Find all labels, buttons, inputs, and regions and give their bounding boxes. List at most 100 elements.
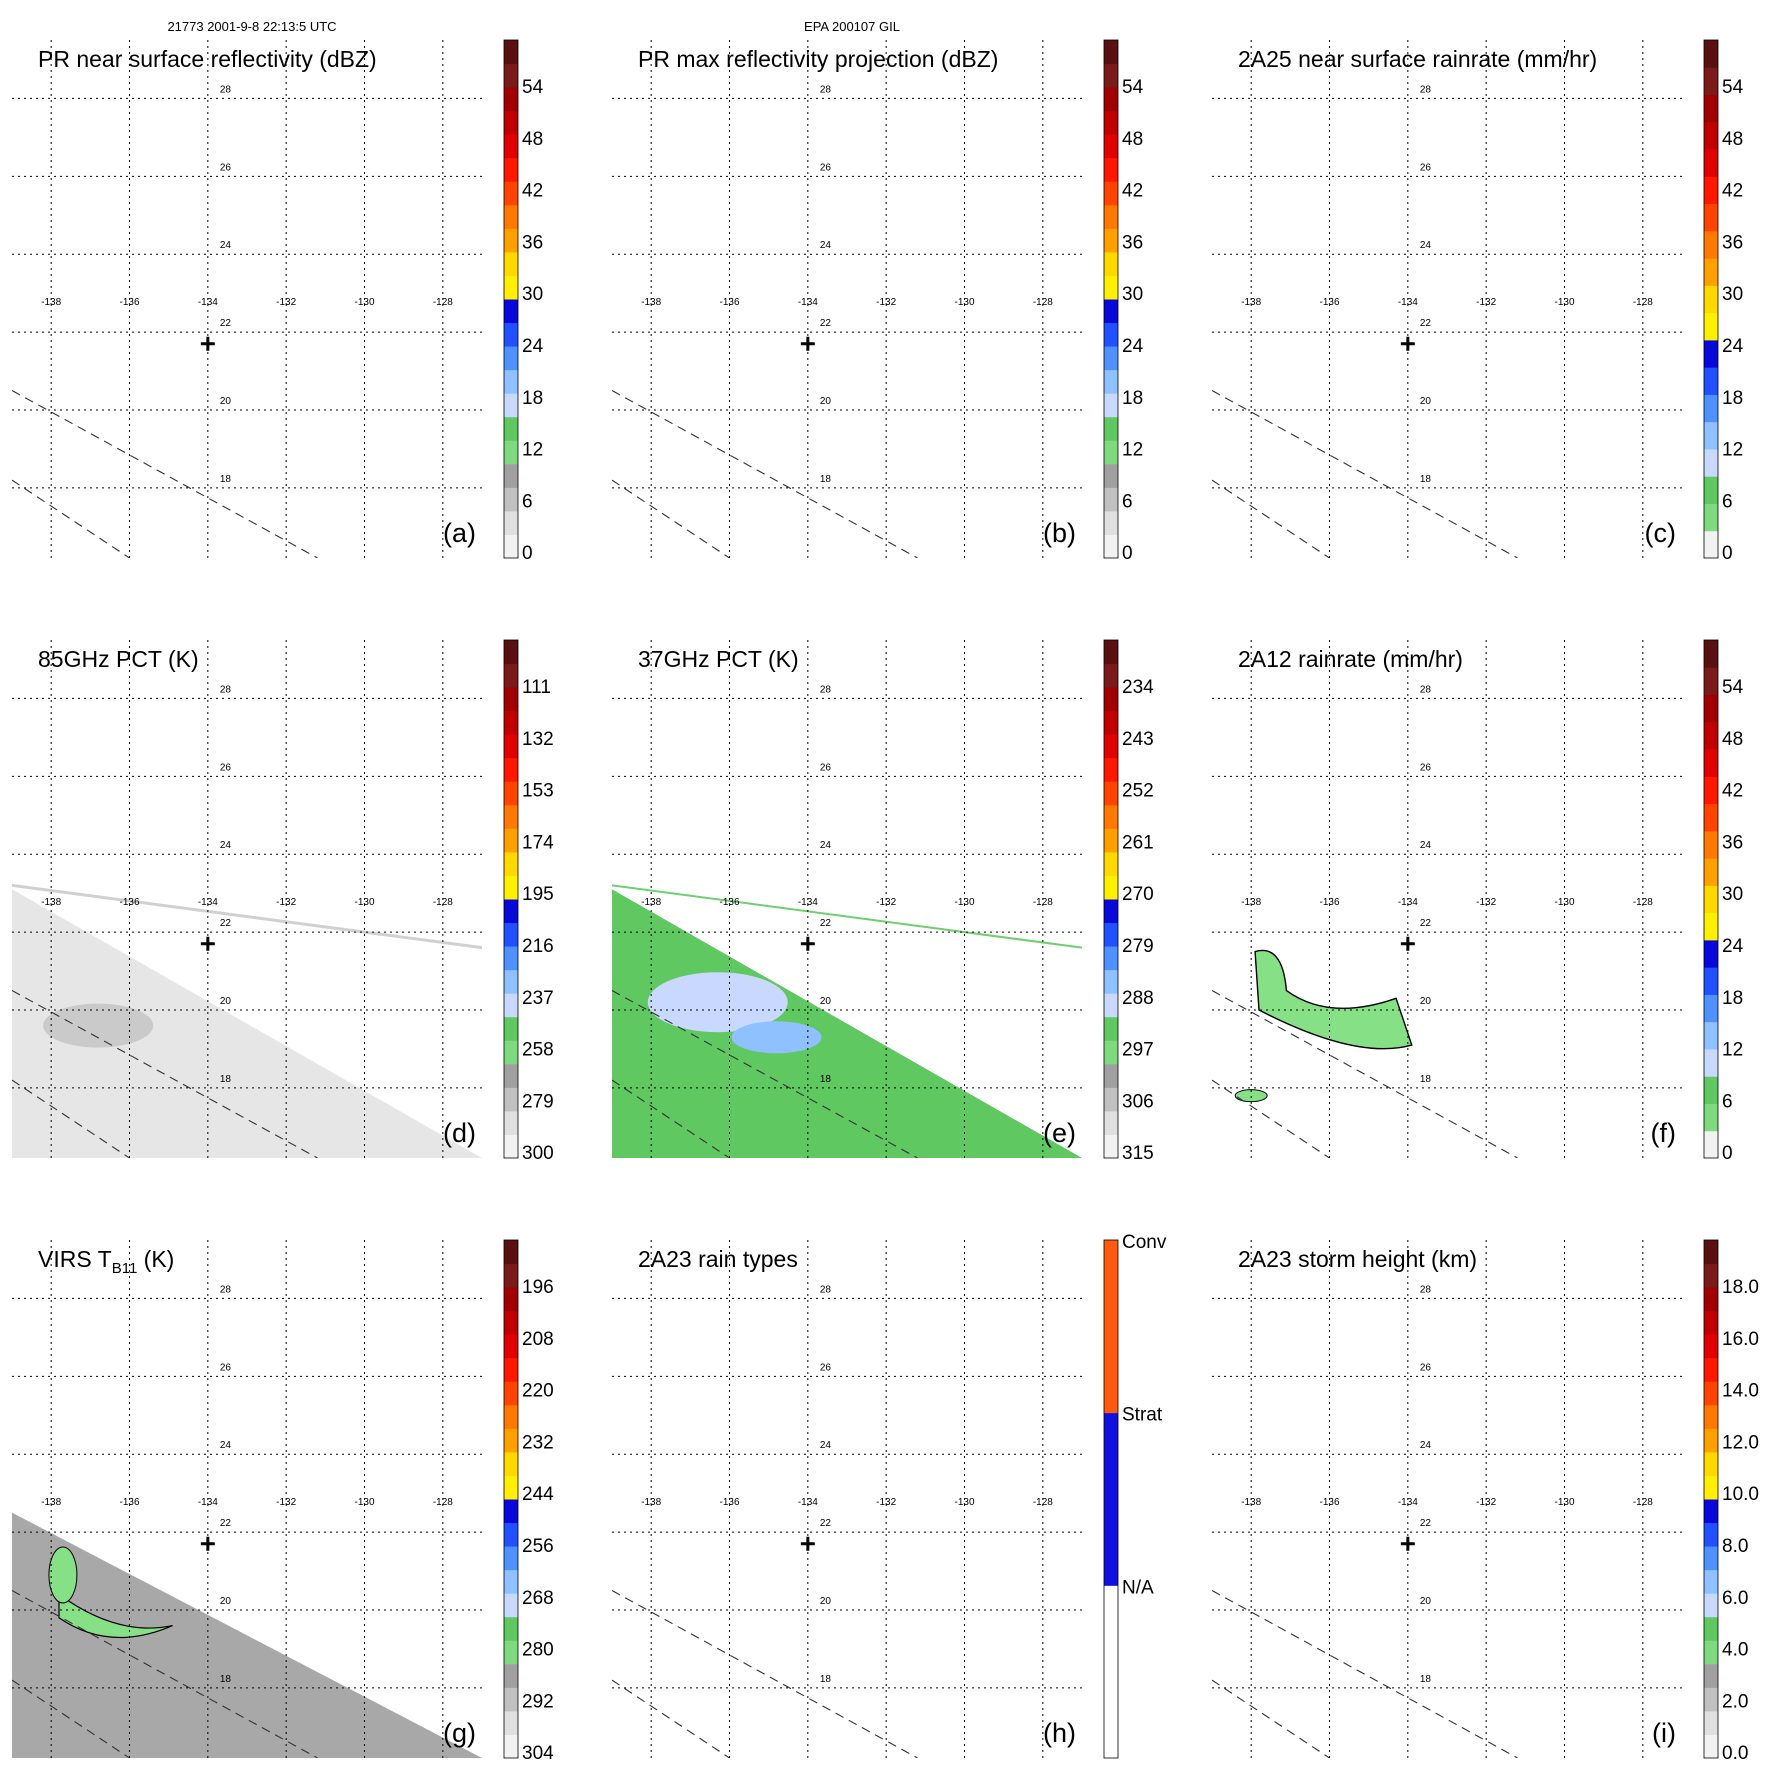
- lon-tick-label: -128: [1033, 1497, 1053, 1508]
- colorbar-segment: [1704, 176, 1718, 205]
- colorbar-tick-label: 292: [522, 1691, 554, 1712]
- colorbar-tick-label: 24: [1122, 336, 1144, 357]
- lon-tick-label: -134: [798, 897, 818, 908]
- lat-tick-label: 26: [1420, 162, 1432, 173]
- lat-tick-label: 22: [220, 918, 232, 929]
- colorbar-tick-label: 0: [1122, 543, 1133, 564]
- colorbar-tick-label: 18: [1122, 388, 1143, 409]
- colorbar-tick-label: 111: [522, 677, 551, 698]
- panel-label: (d): [443, 1118, 476, 1148]
- lat-tick-label: 18: [820, 1074, 832, 1085]
- colorbar-segment: [1104, 40, 1118, 65]
- lat-tick-label: 22: [820, 918, 832, 929]
- colorbar-segment: [1704, 830, 1718, 859]
- lat-tick-label: 24: [820, 1440, 832, 1451]
- colorbar-segment: [1704, 40, 1718, 68]
- lat-tick-label: 20: [1420, 396, 1432, 407]
- colorbar-segment: [504, 204, 518, 229]
- dashed-boundary-2: [612, 1079, 730, 1158]
- panel-title: 2A12 rainrate (mm/hr): [1238, 646, 1463, 672]
- colorbar-segment: [1704, 312, 1718, 341]
- colorbar-segment: [1704, 230, 1718, 259]
- colorbar-frame: [1703, 39, 1719, 559]
- panel-title: PR max reflectivity projection (dBZ): [638, 46, 998, 72]
- colorbar-tick-label: 18: [1722, 988, 1743, 1009]
- colorbar-tick-label: 12: [522, 440, 543, 461]
- colorbar-tick-label: 42: [522, 181, 543, 202]
- colorbar-tick-label: 0: [1722, 543, 1733, 564]
- lat-tick-label: 28: [1420, 1284, 1432, 1295]
- colorbar-segment: [1104, 922, 1118, 947]
- colorbar-segment: [504, 781, 518, 806]
- lat-tick-label: 28: [820, 684, 832, 695]
- panel-label: (g): [443, 1718, 476, 1748]
- colorbar-segment: [504, 1381, 518, 1406]
- lat-tick-label: 20: [820, 396, 832, 407]
- dashed-boundary-2: [1212, 1679, 1330, 1758]
- colorbar-segment: [1704, 67, 1718, 96]
- colorbar-segment: [504, 440, 518, 465]
- colorbar-tick-label: 48: [1722, 129, 1743, 150]
- colorbar-segment: [1704, 912, 1718, 941]
- colorbar-tick-label: 256: [522, 1536, 554, 1557]
- panel-e: -138 -136 -134 -132 -130 -128 28 26 24 22 20 18 37GH…: [612, 639, 1154, 1164]
- colorbar-segment: [1704, 885, 1718, 914]
- lon-tick-label: -136: [1319, 897, 1339, 908]
- lat-tick-label: 24: [1420, 1440, 1432, 1451]
- storm-center-marker: [200, 336, 215, 351]
- lat-tick-label: 18: [820, 1674, 832, 1685]
- colorbar: 234 243 252 261 270 279 288 297 306 315: [1103, 639, 1154, 1164]
- colorbar-segment: [1104, 416, 1118, 441]
- colorbar-segment: [1104, 828, 1118, 853]
- colorbar: 54 48 42 36 30 24 18 12 6 0: [1703, 639, 1744, 1164]
- colorbar-segment: [504, 63, 518, 88]
- panel-label: (f): [1651, 1118, 1676, 1148]
- panel-title: PR near surface reflectivity (dBZ): [38, 46, 377, 72]
- lon-tick-label: -130: [1554, 897, 1574, 908]
- colorbar-segment: [1104, 510, 1118, 535]
- colorbar-tick-label: 30: [1722, 884, 1743, 905]
- colorbar-tick-label: 54: [1122, 77, 1144, 98]
- lon-tick-label: -128: [1633, 897, 1653, 908]
- lon-tick-label: -136: [719, 297, 739, 308]
- lon-tick-label: -138: [641, 297, 661, 308]
- colorbar-tick-label: 18.0: [1722, 1277, 1759, 1298]
- lat-tick-label: 26: [220, 162, 232, 173]
- lon-tick-label: -128: [1633, 297, 1653, 308]
- lat-tick-label: 20: [820, 1596, 832, 1607]
- colorbar-segment: [504, 828, 518, 853]
- colorbar-tick-label: 48: [522, 129, 543, 150]
- colorbar-segment: [1104, 1110, 1118, 1135]
- colorbar-segment: [1104, 663, 1118, 688]
- dashed-boundary-1: [612, 390, 918, 558]
- colorbar-segment: [1704, 149, 1718, 177]
- colorbar-segment: [1704, 1076, 1718, 1104]
- lon-tick-label: -128: [433, 1497, 453, 1508]
- lat-tick-label: 28: [1420, 684, 1432, 695]
- colorbar-segment: [1104, 1412, 1118, 1586]
- pct-area-1: [647, 972, 788, 1033]
- dashed-boundary-1: [1212, 390, 1518, 558]
- colorbar-segment: [1704, 367, 1718, 395]
- colorbar-segment: [504, 157, 518, 182]
- scan-edge-line: [612, 884, 1082, 949]
- colorbar-tick-label: 12: [1722, 1040, 1743, 1061]
- colorbar-segment: [1704, 1404, 1718, 1429]
- panel-title: 2A23 storm height (km): [1238, 1246, 1477, 1272]
- colorbar-tick-label: 300: [522, 1143, 554, 1164]
- colorbar-segment: [1704, 503, 1718, 532]
- colorbar-segment: [504, 851, 518, 876]
- colorbar-segment: [1704, 1451, 1718, 1476]
- lat-tick-label: 22: [820, 1518, 832, 1529]
- colorbar-frame: [503, 39, 519, 559]
- lat-tick-label: 28: [820, 1284, 832, 1295]
- colorbar-segment: [504, 1357, 518, 1382]
- colorbar-tick-label: 252: [1122, 781, 1154, 802]
- colorbar-segment: [504, 1569, 518, 1594]
- colorbar-segment: [1704, 1710, 1718, 1735]
- colorbar-segment: [1704, 1569, 1718, 1594]
- lon-tick-label: -130: [954, 897, 974, 908]
- colorbar-segment: [1704, 1240, 1718, 1265]
- lat-tick-label: 24: [220, 240, 232, 251]
- colorbar-segment: [1104, 63, 1118, 88]
